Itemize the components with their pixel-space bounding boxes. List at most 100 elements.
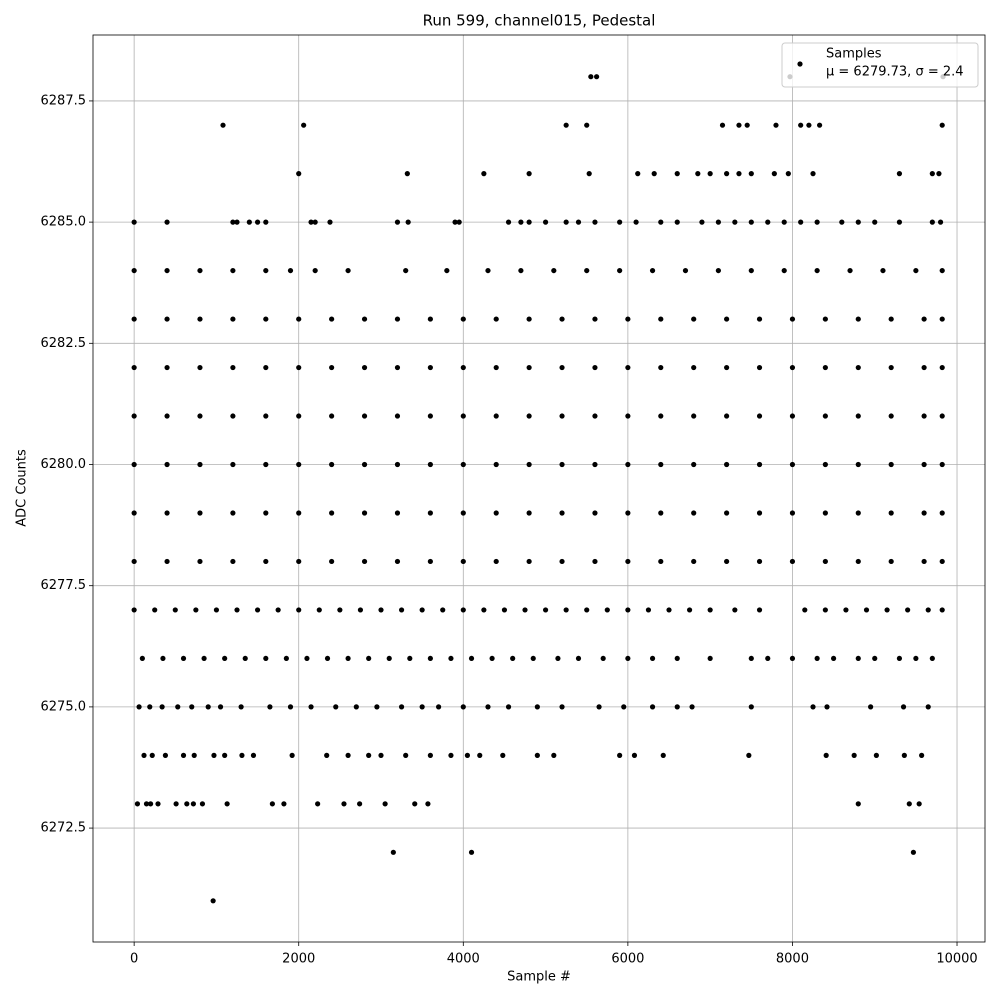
- data-point: [460, 704, 466, 710]
- data-point: [230, 316, 236, 322]
- x-tick-label: 2000: [282, 952, 315, 967]
- data-point: [888, 364, 894, 371]
- data-point: [505, 704, 512, 710]
- data-point: [939, 510, 945, 516]
- data-point: [333, 704, 339, 710]
- data-point: [686, 607, 693, 613]
- data-point: [732, 219, 738, 225]
- data-point: [724, 171, 730, 177]
- data-point: [559, 558, 565, 565]
- data-point: [855, 316, 861, 322]
- data-point: [526, 316, 532, 322]
- data-point: [888, 558, 894, 565]
- data-point: [452, 219, 458, 225]
- data-point: [559, 704, 565, 710]
- data-point: [625, 316, 631, 322]
- data-point: [341, 801, 347, 807]
- data-point: [217, 704, 224, 710]
- data-point: [281, 801, 287, 807]
- data-point: [939, 558, 945, 565]
- data-point: [621, 704, 627, 710]
- data-point: [329, 510, 335, 516]
- data-point: [526, 413, 532, 419]
- data-point: [724, 316, 730, 322]
- data-point: [939, 413, 945, 419]
- data-point: [936, 171, 942, 177]
- data-point: [631, 752, 638, 758]
- x-tick-label: 4000: [447, 952, 480, 967]
- data-point: [374, 704, 380, 710]
- data-point: [666, 607, 672, 613]
- data-point: [925, 607, 931, 613]
- data-point: [378, 752, 384, 758]
- data-point: [361, 510, 368, 516]
- data-point: [925, 704, 931, 710]
- data-point: [773, 122, 779, 128]
- data-point: [584, 607, 590, 613]
- data-point: [592, 219, 598, 225]
- data-point: [263, 558, 269, 565]
- data-point: [526, 461, 532, 468]
- data-point: [592, 364, 598, 371]
- data-point: [596, 704, 602, 710]
- data-point: [929, 655, 935, 662]
- data-point: [746, 752, 752, 758]
- data-point: [781, 219, 787, 225]
- data-point: [814, 219, 820, 225]
- data-point: [324, 655, 331, 662]
- data-point: [287, 267, 294, 274]
- data-point: [366, 655, 372, 662]
- data-point: [329, 461, 335, 468]
- data-point: [493, 316, 499, 322]
- data-point: [900, 704, 907, 710]
- data-point: [617, 219, 623, 225]
- data-point: [649, 267, 656, 274]
- data-point: [939, 364, 945, 371]
- data-point: [724, 558, 730, 565]
- data-point: [843, 607, 849, 613]
- data-point: [732, 607, 738, 613]
- data-point: [425, 801, 431, 807]
- data-point: [131, 558, 137, 565]
- data-point: [404, 171, 410, 177]
- data-point: [559, 316, 565, 322]
- data-point: [289, 752, 295, 758]
- data-point: [724, 364, 730, 371]
- data-point: [584, 122, 590, 128]
- data-point: [468, 655, 475, 662]
- data-point: [802, 607, 808, 613]
- data-point: [296, 510, 302, 516]
- data-point: [789, 510, 796, 516]
- data-point: [658, 219, 664, 225]
- data-point: [559, 364, 565, 371]
- data-point: [460, 316, 466, 322]
- data-point: [296, 364, 302, 371]
- data-point: [884, 607, 890, 613]
- data-point: [180, 655, 187, 662]
- y-tick-label: 6275.0: [41, 699, 87, 714]
- data-point: [246, 219, 252, 225]
- data-point: [592, 316, 598, 322]
- data-point: [308, 704, 314, 710]
- data-point: [715, 219, 721, 225]
- data-point: [394, 413, 401, 419]
- data-point: [563, 607, 569, 613]
- data-point: [756, 558, 763, 565]
- data-point: [199, 801, 206, 807]
- data-point: [230, 413, 236, 419]
- data-point: [939, 267, 945, 274]
- data-point: [269, 801, 275, 807]
- data-point: [324, 752, 330, 758]
- data-point: [896, 171, 903, 177]
- data-point: [296, 558, 302, 565]
- data-point: [460, 364, 466, 371]
- data-point: [905, 607, 911, 613]
- data-point: [448, 752, 454, 758]
- data-point: [824, 704, 830, 710]
- data-point: [625, 558, 631, 565]
- data-point: [275, 607, 281, 613]
- data-point: [563, 219, 569, 225]
- data-point: [460, 413, 466, 419]
- data-point: [460, 461, 466, 468]
